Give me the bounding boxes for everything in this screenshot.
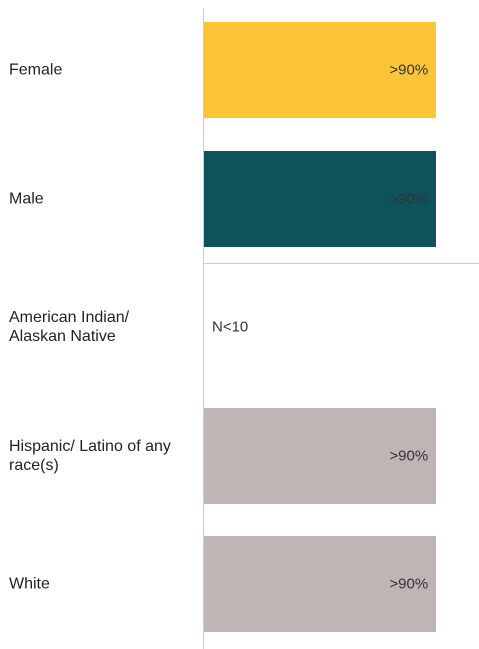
value-label: N<10 — [212, 318, 249, 336]
value-label: >90% — [389, 190, 429, 207]
value-label: >90% — [389, 61, 429, 79]
value-label: >90% — [389, 447, 429, 464]
value-label: >90% — [389, 575, 429, 593]
category-label: American Indian/ Alaskan Native — [9, 309, 130, 345]
bar — [204, 407, 437, 504]
category-label: Hispanic/ Latino of any race(s) — [9, 437, 171, 474]
bar — [204, 22, 437, 118]
group-separator — [203, 263, 479, 264]
category-label: Female — [9, 61, 63, 79]
category-label: Male — [9, 190, 44, 207]
axis-line — [203, 8, 204, 649]
bar — [204, 150, 437, 247]
category-label: White — [9, 575, 50, 593]
bar — [204, 536, 437, 632]
